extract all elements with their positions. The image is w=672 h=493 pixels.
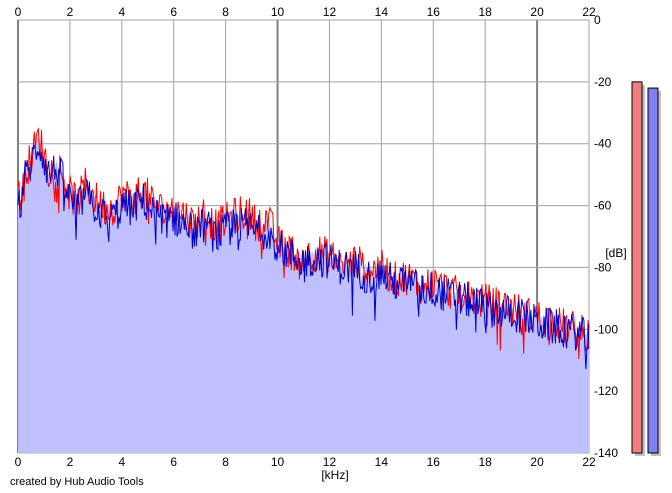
y-axis-label: [dB] <box>605 246 626 260</box>
y-tick-label: -80 <box>594 260 612 274</box>
x-tick-label-top: 8 <box>222 5 229 19</box>
x-tick-label-top: 14 <box>375 5 389 19</box>
y-tick-labels: 0 -20 -40 -60 -80 -100 -120 -140 <box>594 13 618 460</box>
x-tick-label-top: 16 <box>427 5 441 19</box>
x-tick-label-bottom: 20 <box>530 455 544 469</box>
x-tick-label-top: 6 <box>170 5 177 19</box>
y-tick-label: -100 <box>594 322 618 336</box>
x-tick-label-top: 0 <box>15 5 22 19</box>
x-tick-label-bottom: 4 <box>118 455 125 469</box>
x-tick-label-bottom: 2 <box>67 455 74 469</box>
x-tick-label-top: 12 <box>323 5 337 19</box>
credit-text: created by Hub Audio Tools <box>10 476 144 488</box>
x-tick-label-bottom: 18 <box>479 455 493 469</box>
x-tick-label-bottom: 0 <box>15 455 22 469</box>
x-tick-label-top: 10 <box>271 5 285 19</box>
level-meter-right <box>648 88 658 453</box>
y-tick-label: 0 <box>594 13 601 27</box>
level-meters <box>632 82 661 456</box>
y-tick-label: -140 <box>594 446 618 460</box>
x-axis-label: [kHz] <box>321 468 348 482</box>
x-tick-label-top: 20 <box>530 5 544 19</box>
x-tick-label-bottom: 16 <box>427 455 441 469</box>
x-tick-labels-bottom: 0 2 4 6 8 10 12 14 16 18 20 22 <box>15 455 596 469</box>
y-tick-label: -40 <box>594 137 612 151</box>
y-tick-label: -20 <box>594 75 612 89</box>
x-tick-label-top: 18 <box>479 5 493 19</box>
x-tick-label-bottom: 14 <box>375 455 389 469</box>
y-tick-label: -60 <box>594 199 612 213</box>
y-tick-label: -120 <box>594 384 618 398</box>
level-meter-left <box>632 82 642 453</box>
x-tick-label-bottom: 8 <box>222 455 229 469</box>
x-tick-label-bottom: 6 <box>170 455 177 469</box>
x-tick-labels-top: 0 2 4 6 8 10 12 14 16 18 20 22 <box>15 5 596 19</box>
x-tick-label-top: 4 <box>118 5 125 19</box>
x-tick-label-top: 2 <box>67 5 74 19</box>
x-tick-label-bottom: 12 <box>323 455 337 469</box>
x-tick-label-bottom: 10 <box>271 455 285 469</box>
